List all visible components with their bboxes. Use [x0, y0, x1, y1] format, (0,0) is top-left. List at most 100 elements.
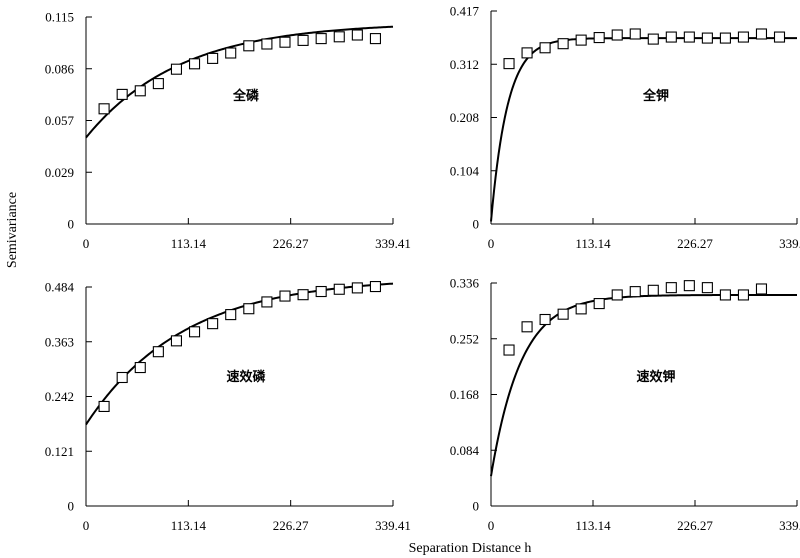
data-point — [521, 321, 533, 333]
data-point — [611, 29, 623, 41]
data-point — [369, 280, 381, 293]
data-point — [683, 31, 695, 43]
data-point — [755, 283, 768, 295]
x-tick-label: 339.41 — [375, 518, 411, 533]
data-point — [719, 32, 731, 44]
data-point — [225, 47, 237, 59]
data-point — [351, 29, 363, 41]
data-point — [243, 40, 255, 52]
y-tick-label: 0.312 — [450, 57, 479, 72]
data-point — [207, 318, 219, 330]
panels-group: 0 0.029 0.057 0.086 0.115 0 113.14 226.27 339.41… — [45, 4, 800, 534]
x-tick-label: 113.14 — [575, 518, 611, 533]
data-point — [647, 33, 659, 45]
data-point — [773, 31, 786, 43]
data-point — [557, 38, 569, 50]
data-point — [134, 85, 146, 97]
model-curve — [490, 293, 797, 477]
y-tick-label: 0.121 — [45, 444, 74, 459]
data-point — [737, 31, 749, 43]
x-tick-label: 0 — [83, 236, 90, 251]
x-tick-label: 226.27 — [273, 518, 309, 533]
data-point — [755, 28, 768, 40]
y-tick-label: 0.115 — [45, 10, 74, 25]
data-point — [629, 28, 641, 40]
data-point — [539, 42, 551, 54]
data-point — [279, 36, 291, 48]
x-tick-label: 0 — [488, 518, 495, 533]
x-tick-label: 113.14 — [171, 518, 207, 533]
data-point — [315, 33, 327, 45]
data-point — [297, 289, 309, 301]
data-point — [647, 284, 659, 296]
y-tick-label: 0.057 — [45, 113, 75, 128]
y-tick-label: 0.336 — [450, 276, 480, 291]
y-tick-label: 0.252 — [450, 331, 479, 346]
data-point — [629, 286, 641, 298]
model-curve — [85, 25, 394, 139]
y-tick-label: 0 — [68, 217, 75, 232]
data-point — [116, 88, 128, 100]
y-tick-label: 0.242 — [45, 389, 74, 404]
data-point — [737, 289, 749, 301]
panel-3: 0 0.121 0.242 0.363 0.484 0 113.14 226.27 339.41… — [45, 280, 411, 534]
data-point — [539, 313, 551, 326]
data-point — [315, 285, 327, 298]
x-tick-label: 339.41 — [375, 236, 411, 251]
x-tick-label: 113.14 — [575, 236, 611, 251]
y-axis-label: Semivariance — [5, 192, 20, 268]
data-point — [170, 335, 183, 347]
data-point — [225, 309, 237, 321]
y-tick-label: 0.484 — [45, 280, 75, 295]
data-point — [152, 346, 164, 358]
y-tick-label: 0.084 — [450, 443, 480, 458]
data-point — [333, 283, 345, 295]
data-point — [188, 58, 201, 70]
y-tick-label: 0.029 — [45, 165, 74, 180]
data-point — [701, 32, 713, 44]
y-tick-label: 0.168 — [450, 387, 479, 402]
data-point — [521, 47, 533, 59]
data-point — [575, 34, 587, 46]
panel-label: 全钾 — [642, 88, 669, 104]
x-tick-label: 226.27 — [677, 236, 713, 251]
x-tick-label: 339.41 — [779, 236, 800, 251]
x-axis-label: Separation Distance h — [409, 541, 532, 556]
data-point — [98, 103, 110, 115]
data-point — [207, 52, 219, 64]
data-point — [297, 34, 309, 46]
data-point — [575, 303, 587, 315]
data-point — [503, 58, 515, 70]
data-point — [665, 31, 677, 43]
data-point — [116, 371, 128, 384]
model-curve — [490, 37, 797, 222]
x-tick-label: 226.27 — [677, 518, 713, 533]
y-tick-label: 0.086 — [45, 61, 75, 76]
data-point — [665, 282, 677, 294]
y-tick-label: 0.208 — [450, 110, 479, 125]
data-point — [243, 303, 255, 315]
panel-label: 全磷 — [232, 88, 260, 104]
data-point — [261, 38, 273, 50]
panel-4: 0 0.084 0.168 0.252 0.336 0 113.14 226.27 339.41… — [450, 276, 800, 534]
data-point — [351, 282, 363, 294]
panel-label: 速效钾 — [636, 369, 675, 385]
data-point — [188, 326, 201, 338]
data-point — [701, 282, 713, 294]
data-point — [611, 289, 623, 301]
data-point — [170, 63, 183, 75]
data-point — [279, 290, 291, 302]
data-point — [333, 31, 345, 43]
data-point — [503, 344, 515, 356]
x-tick-label: 113.14 — [171, 236, 207, 251]
data-point — [152, 78, 164, 90]
y-tick-label: 0.363 — [45, 334, 74, 349]
data-point — [593, 32, 605, 44]
data-point — [98, 400, 110, 413]
y-tick-label: 0.104 — [450, 163, 480, 178]
data-point — [557, 308, 569, 320]
y-tick-label: 0.417 — [450, 4, 480, 19]
data-point — [683, 280, 695, 292]
x-tick-label: 0 — [83, 518, 90, 533]
